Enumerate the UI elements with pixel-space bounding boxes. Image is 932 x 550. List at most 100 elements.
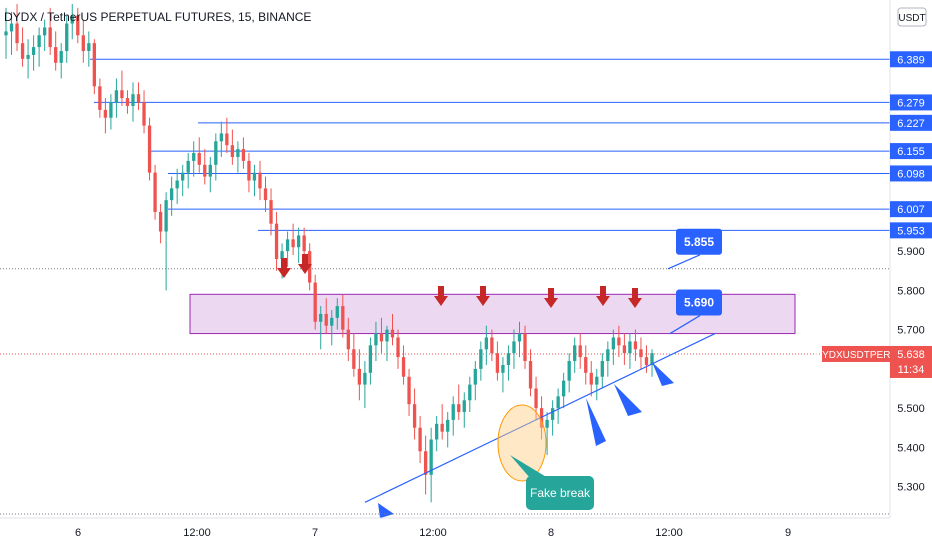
- chart-title: DYDX / TetherUS PERPETUAL FUTURES, 15, B…: [4, 10, 311, 24]
- candle-body: [26, 54, 30, 59]
- candle-body: [324, 313, 328, 326]
- candle-body: [241, 149, 246, 161]
- candle-body: [158, 211, 163, 232]
- price-tick: 5.900: [897, 246, 925, 258]
- callout-label: 5.690: [684, 296, 714, 310]
- candle-body: [435, 423, 439, 440]
- candle-body: [109, 102, 113, 118]
- candle-body: [330, 317, 334, 326]
- price-callout-5690: 5.690: [669, 289, 722, 335]
- horizontal-levels: [90, 58, 890, 231]
- candle-body: [357, 368, 362, 385]
- countdown-timer: 11:34: [898, 364, 925, 376]
- level-badge: [890, 222, 932, 239]
- candle-body: [412, 404, 417, 428]
- candle-body: [479, 349, 483, 369]
- candle-body: [556, 396, 560, 409]
- candle-body: [181, 172, 185, 181]
- currency-label: USDT: [898, 13, 925, 24]
- candle-body: [584, 357, 588, 373]
- candle-body: [595, 376, 599, 385]
- candle-body: [4, 31, 8, 36]
- candle-body: [628, 341, 632, 354]
- level-badge-label: 6.098: [897, 168, 925, 180]
- red-down-arrow: [596, 286, 610, 306]
- candle-body: [622, 345, 627, 354]
- candle-body: [164, 200, 168, 232]
- candle-body: [528, 361, 533, 389]
- candle-body: [346, 329, 350, 350]
- time-tick: 12:00: [655, 527, 683, 539]
- candle-body: [302, 235, 306, 252]
- red-down-arrow: [298, 254, 312, 274]
- candle-body: [98, 86, 102, 110]
- level-badge-label: 6.279: [897, 97, 925, 109]
- price-tick: 5.700: [897, 325, 925, 337]
- symbol-label: DYDXUSDTPERP: [815, 350, 898, 361]
- candle-body: [650, 353, 654, 365]
- candle-body: [274, 223, 279, 259]
- level-badge-label: 6.227: [897, 118, 925, 130]
- candle-body: [296, 235, 301, 248]
- candle-body: [247, 160, 251, 181]
- candlestick-series: [4, 3, 654, 503]
- blue-support-arrow: [614, 384, 642, 416]
- candle-body: [203, 164, 207, 177]
- candle-body: [87, 43, 91, 52]
- candle-body: [175, 180, 179, 189]
- candle-body: [70, 15, 74, 24]
- candle-body: [633, 341, 638, 350]
- candle-body: [147, 125, 152, 173]
- fake-break-callout: [526, 476, 594, 510]
- candle-body: [341, 306, 345, 330]
- currency-button[interactable]: USDT: [897, 7, 927, 27]
- resistance-arrows: [277, 254, 642, 308]
- symbol-badge: [822, 345, 890, 362]
- price-tick: 5.300: [897, 482, 925, 494]
- level-badge-label: 6.155: [897, 146, 925, 158]
- candle-body: [484, 337, 489, 350]
- price-tick: 5.800: [897, 285, 925, 297]
- candle-body: [136, 94, 141, 103]
- candle-body: [31, 47, 36, 55]
- candle-body: [153, 172, 157, 212]
- last-price-box: [890, 345, 932, 378]
- candle-body: [54, 47, 58, 63]
- fake-break-label: Fake break: [530, 486, 591, 500]
- red-down-arrow: [434, 286, 448, 306]
- time-tick: 9: [785, 527, 791, 539]
- candle-body: [644, 357, 649, 365]
- candle-body: [319, 313, 323, 322]
- candle-body: [65, 23, 69, 52]
- candle-body: [495, 353, 500, 373]
- fake-break-callout-pointer: [510, 455, 548, 478]
- candle-body: [418, 427, 422, 452]
- candle-body: [617, 337, 621, 346]
- candle-body: [396, 337, 400, 358]
- candle-body: [363, 372, 367, 385]
- candle-body: [120, 90, 124, 99]
- level-badge-label: 6.007: [897, 204, 925, 216]
- candle-body: [269, 200, 273, 224]
- candle-body: [214, 141, 218, 165]
- candle-body: [42, 27, 47, 36]
- candle-body: [523, 333, 527, 362]
- callout-box: [676, 289, 722, 316]
- candle-body: [473, 368, 477, 385]
- candle-body: [545, 419, 549, 428]
- last-price-badge: DYDXUSDTPERP 5.638 11:34: [815, 345, 932, 378]
- candle-body: [611, 337, 616, 350]
- time-tick: 12:00: [419, 527, 447, 539]
- candle-body: [230, 145, 235, 157]
- level-price-badges: 6.389 6.279 6.227 6.155 6.098 6.007 5.953: [890, 51, 932, 239]
- level-badge: [890, 51, 932, 68]
- candle-body: [407, 376, 411, 405]
- candle-body: [550, 408, 555, 420]
- level-badge: [890, 94, 932, 111]
- candle-body: [37, 35, 41, 48]
- candle-body: [600, 361, 604, 377]
- candle-body: [186, 160, 190, 173]
- level-badge: [890, 114, 932, 131]
